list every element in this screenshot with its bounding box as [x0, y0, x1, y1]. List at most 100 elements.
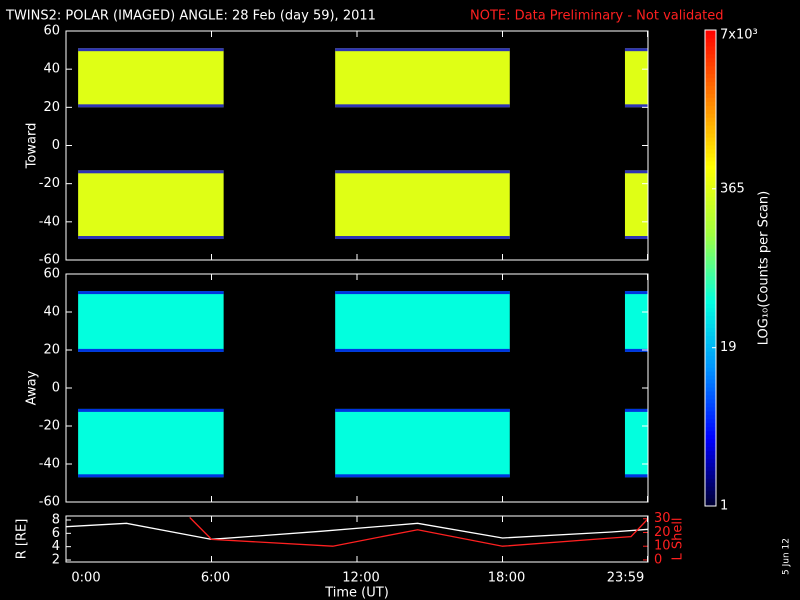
colorbar-cell — [705, 271, 716, 277]
colorbar-cell — [705, 129, 716, 134]
heatmap-cell — [78, 48, 224, 108]
colorbar-cell — [705, 69, 716, 75]
colorbar-cell — [705, 402, 716, 408]
colorbar-cell — [705, 105, 716, 110]
colorbar-cell — [705, 204, 716, 209]
colorbar-cell — [705, 149, 716, 154]
band-edge — [335, 408, 510, 412]
colorbar-cell — [705, 283, 716, 289]
colorbar-cell — [705, 101, 716, 106]
colorbar-cell — [705, 502, 716, 507]
heatmap-cell — [78, 170, 224, 240]
y-tick-label: -60 — [39, 253, 60, 268]
colorbar-cell — [705, 145, 716, 150]
y-tick-label: 6 — [52, 526, 60, 541]
band-edge — [78, 48, 224, 52]
band-edge — [78, 104, 224, 108]
colorbar-cell — [705, 486, 716, 491]
y2-tick-label: 0 — [654, 552, 662, 567]
chart-title: TWINS2: POLAR (IMAGED) ANGLE: 28 Feb (da… — [5, 9, 376, 24]
colorbar-cell — [705, 430, 716, 436]
y-tick-label: 40 — [43, 305, 60, 320]
colorbar-cell — [705, 37, 716, 43]
x-tick-label: 18:00 — [488, 571, 525, 586]
colorbar-cell — [705, 287, 716, 293]
y-tick-label: 8 — [52, 513, 60, 528]
band-edge — [335, 104, 510, 108]
band-edge — [335, 348, 510, 352]
x-tick-label: 23:59 — [607, 571, 644, 586]
colorbar-cell — [705, 494, 716, 499]
colorbar-cell — [705, 438, 716, 444]
colorbar-cell — [705, 363, 716, 368]
colorbar-cell — [705, 133, 716, 138]
colorbar-cell — [705, 319, 716, 325]
band-edge — [624, 348, 648, 352]
band-edge — [78, 474, 224, 478]
colorbar-cell — [705, 196, 716, 202]
colorbar-cell — [705, 434, 716, 440]
colorbar-cell — [705, 490, 716, 495]
colorbar-cell — [705, 77, 716, 83]
colorbar-cell — [705, 343, 716, 348]
colorbar-cell — [705, 109, 716, 114]
band-edge — [78, 236, 224, 240]
plot-frame — [65, 273, 649, 503]
colorbar-cell — [705, 57, 716, 63]
colorbar-cell — [705, 49, 716, 55]
band-edge — [335, 236, 510, 240]
colorbar-cell — [705, 323, 716, 328]
colorbar-cell — [705, 390, 716, 396]
colorbar-cell — [705, 279, 716, 285]
colorbar-cell — [705, 93, 716, 98]
colorbar-cell — [705, 216, 716, 221]
colorbar-cell — [705, 299, 716, 305]
colorbar-cell — [705, 117, 716, 122]
colorbar-cell — [705, 260, 716, 265]
colorbar-cell — [705, 97, 716, 102]
y-tick-label: 40 — [43, 62, 60, 77]
y-tick-label: 60 — [43, 267, 60, 282]
colorbar-cell — [705, 466, 716, 471]
colorbar-cell — [705, 307, 716, 313]
y-axis-label: Away — [25, 370, 40, 405]
heatmap-cell — [78, 291, 224, 352]
colorbar-cell — [705, 256, 716, 261]
colorbar-cell — [705, 379, 716, 384]
y-tick-label: 0 — [52, 381, 60, 396]
y-tick-label: 20 — [43, 100, 60, 115]
band-edge — [624, 170, 648, 174]
band-edge — [78, 291, 224, 295]
colorbar-cell — [705, 192, 716, 198]
plot-area — [78, 291, 648, 478]
y2-tick-label: 20 — [654, 525, 671, 540]
colorbar-cell — [705, 371, 716, 376]
heatmap-cell — [624, 408, 648, 478]
colorbar-cell — [705, 81, 716, 87]
colorbar-cell — [705, 295, 716, 301]
colorbar-cell — [705, 351, 716, 356]
band-edge — [78, 408, 224, 412]
band-edge — [624, 291, 648, 295]
colorbar-cell — [705, 327, 716, 332]
band-edge — [335, 48, 510, 52]
colorbar-cell — [705, 375, 716, 380]
colorbar-cell — [705, 220, 716, 225]
colorbar-cell — [705, 442, 716, 447]
y-tick-label: -40 — [39, 214, 60, 229]
colorbar-cell — [705, 172, 716, 178]
colorbar-cell — [705, 398, 716, 404]
colorbar-cell — [705, 53, 716, 59]
colorbar-cell — [705, 73, 716, 79]
x-tick-label: 0:00 — [71, 571, 100, 586]
colorbar-cell — [705, 331, 716, 336]
colorbar-cell — [705, 470, 716, 475]
colorbar-cell — [705, 188, 716, 194]
colorbar-tick-label: 365 — [720, 181, 745, 196]
colorbar-cell — [705, 244, 716, 249]
band-edge — [624, 474, 648, 478]
colorbar-cell — [705, 303, 716, 309]
colorbar-cell — [705, 355, 716, 360]
band-edge — [624, 236, 648, 240]
